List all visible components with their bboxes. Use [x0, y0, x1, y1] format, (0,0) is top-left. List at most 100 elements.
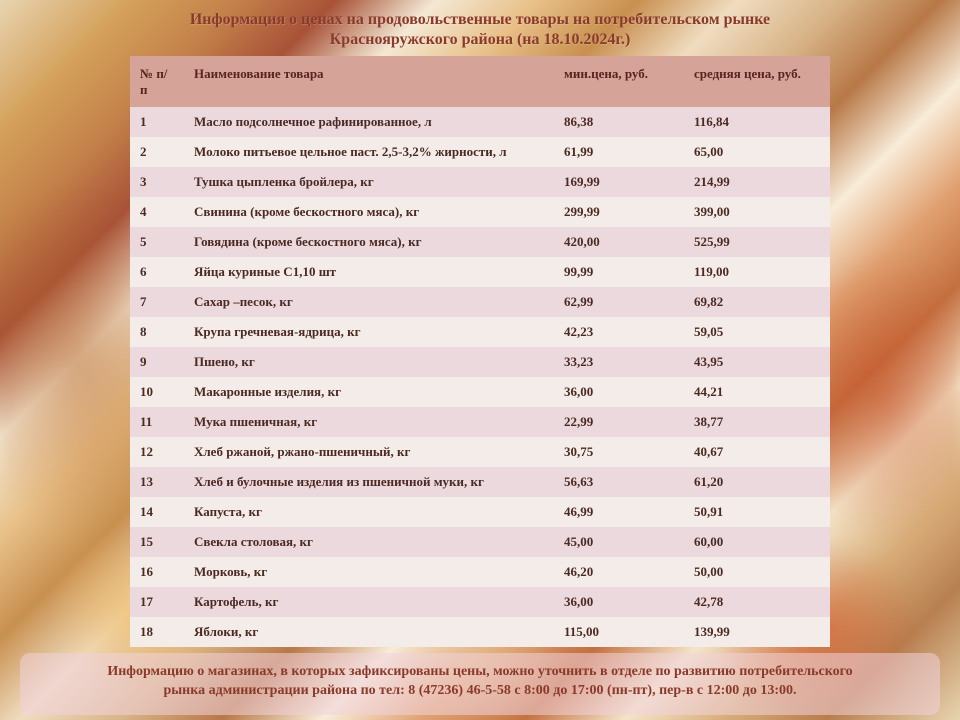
- cell-min-price: 62,99: [554, 287, 684, 317]
- cell-name: Картофель, кг: [184, 587, 554, 617]
- cell-name: Свекла столовая, кг: [184, 527, 554, 557]
- cell-name: Свинина (кроме бескостного мяса), кг: [184, 197, 554, 227]
- cell-avg-price: 525,99: [684, 227, 830, 257]
- cell-num: 2: [130, 137, 184, 167]
- cell-avg-price: 38,77: [684, 407, 830, 437]
- column-header: Наименование товара: [184, 56, 554, 107]
- cell-avg-price: 40,67: [684, 437, 830, 467]
- cell-name: Пшено, кг: [184, 347, 554, 377]
- cell-num: 5: [130, 227, 184, 257]
- cell-name: Говядина (кроме бескостного мяса), кг: [184, 227, 554, 257]
- cell-name: Молоко питьевое цельное паст. 2,5-3,2% ж…: [184, 137, 554, 167]
- cell-name: Морковь, кг: [184, 557, 554, 587]
- cell-min-price: 45,00: [554, 527, 684, 557]
- cell-min-price: 61,99: [554, 137, 684, 167]
- table-row: 17Картофель, кг36,0042,78: [130, 587, 830, 617]
- cell-num: 13: [130, 467, 184, 497]
- cell-name: Хлеб и булочные изделия из пшеничной мук…: [184, 467, 554, 497]
- table-row: 5Говядина (кроме бескостного мяса), кг42…: [130, 227, 830, 257]
- cell-num: 4: [130, 197, 184, 227]
- cell-avg-price: 50,91: [684, 497, 830, 527]
- cell-min-price: 36,00: [554, 587, 684, 617]
- cell-min-price: 42,23: [554, 317, 684, 347]
- table-row: 2Молоко питьевое цельное паст. 2,5-3,2% …: [130, 137, 830, 167]
- cell-min-price: 86,38: [554, 107, 684, 137]
- cell-min-price: 36,00: [554, 377, 684, 407]
- cell-num: 18: [130, 617, 184, 647]
- cell-avg-price: 50,00: [684, 557, 830, 587]
- cell-min-price: 299,99: [554, 197, 684, 227]
- column-header: средняя цена, руб.: [684, 56, 830, 107]
- cell-num: 8: [130, 317, 184, 347]
- cell-avg-price: 65,00: [684, 137, 830, 167]
- cell-num: 10: [130, 377, 184, 407]
- cell-num: 16: [130, 557, 184, 587]
- table-row: 18Яблоки, кг115,00139,99: [130, 617, 830, 647]
- table-row: 11Мука пшеничная, кг22,9938,77: [130, 407, 830, 437]
- table-row: 9Пшено, кг33,2343,95: [130, 347, 830, 377]
- cell-num: 7: [130, 287, 184, 317]
- cell-num: 9: [130, 347, 184, 377]
- cell-avg-price: 42,78: [684, 587, 830, 617]
- cell-min-price: 420,00: [554, 227, 684, 257]
- table-row: 4Свинина (кроме бескостного мяса), кг299…: [130, 197, 830, 227]
- table-row: 13Хлеб и булочные изделия из пшеничной м…: [130, 467, 830, 497]
- cell-name: Хлеб ржаной, ржано-пшеничный, кг: [184, 437, 554, 467]
- cell-min-price: 46,99: [554, 497, 684, 527]
- cell-min-price: 115,00: [554, 617, 684, 647]
- cell-avg-price: 116,84: [684, 107, 830, 137]
- cell-num: 17: [130, 587, 184, 617]
- cell-min-price: 30,75: [554, 437, 684, 467]
- title-line-2: Краснояружского района (на 18.10.2024г.): [330, 31, 631, 48]
- table-body: 1Масло подсолнечное рафинированное, л86,…: [130, 107, 830, 647]
- cell-name: Крупа гречневая-ядрица, кг: [184, 317, 554, 347]
- table-row: 16Морковь, кг46,2050,00: [130, 557, 830, 587]
- cell-name: Капуста, кг: [184, 497, 554, 527]
- cell-name: Яблоки, кг: [184, 617, 554, 647]
- cell-name: Макаронные изделия, кг: [184, 377, 554, 407]
- cell-avg-price: 43,95: [684, 347, 830, 377]
- table-header: № п/пНаименование товарамин.цена, руб.ср…: [130, 56, 830, 107]
- content-root: Информация о ценах на продовольственные …: [0, 0, 960, 720]
- footer-note: Информацию о магазинах, в которых зафикс…: [20, 653, 940, 715]
- cell-name: Масло подсолнечное рафинированное, л: [184, 107, 554, 137]
- cell-avg-price: 69,82: [684, 287, 830, 317]
- cell-num: 3: [130, 167, 184, 197]
- table-row: 14Капуста, кг46,9950,91: [130, 497, 830, 527]
- cell-avg-price: 59,05: [684, 317, 830, 347]
- cell-min-price: 46,20: [554, 557, 684, 587]
- table-row: 6Яйца куриные С1,10 шт99,99119,00: [130, 257, 830, 287]
- price-table: № п/пНаименование товарамин.цена, руб.ср…: [130, 56, 830, 647]
- cell-min-price: 99,99: [554, 257, 684, 287]
- cell-num: 12: [130, 437, 184, 467]
- table-row: 8Крупа гречневая-ядрица, кг42,2359,05: [130, 317, 830, 347]
- table-row: 1Масло подсолнечное рафинированное, л86,…: [130, 107, 830, 137]
- table-row: 7Сахар –песок, кг62,9969,82: [130, 287, 830, 317]
- cell-min-price: 169,99: [554, 167, 684, 197]
- cell-name: Яйца куриные С1,10 шт: [184, 257, 554, 287]
- cell-num: 6: [130, 257, 184, 287]
- cell-name: Тушка цыпленка бройлера, кг: [184, 167, 554, 197]
- cell-avg-price: 214,99: [684, 167, 830, 197]
- column-header: мин.цена, руб.: [554, 56, 684, 107]
- cell-num: 14: [130, 497, 184, 527]
- price-table-wrapper: № п/пНаименование товарамин.цена, руб.ср…: [130, 56, 830, 647]
- cell-num: 11: [130, 407, 184, 437]
- cell-min-price: 22,99: [554, 407, 684, 437]
- table-row: 12Хлеб ржаной, ржано-пшеничный, кг30,754…: [130, 437, 830, 467]
- footer-line-1: Информацию о магазинах, в которых зафикс…: [107, 664, 852, 679]
- cell-avg-price: 139,99: [684, 617, 830, 647]
- cell-avg-price: 44,21: [684, 377, 830, 407]
- title-line-1: Информация о ценах на продовольственные …: [190, 11, 770, 28]
- cell-min-price: 56,63: [554, 467, 684, 497]
- table-row: 3Тушка цыпленка бройлера, кг169,99214,99: [130, 167, 830, 197]
- cell-avg-price: 61,20: [684, 467, 830, 497]
- table-row: 10Макаронные изделия, кг36,0044,21: [130, 377, 830, 407]
- cell-num: 15: [130, 527, 184, 557]
- page-title: Информация о ценах на продовольственные …: [0, 0, 960, 56]
- cell-avg-price: 60,00: [684, 527, 830, 557]
- cell-num: 1: [130, 107, 184, 137]
- cell-name: Сахар –песок, кг: [184, 287, 554, 317]
- table-row: 15Свекла столовая, кг45,0060,00: [130, 527, 830, 557]
- cell-min-price: 33,23: [554, 347, 684, 377]
